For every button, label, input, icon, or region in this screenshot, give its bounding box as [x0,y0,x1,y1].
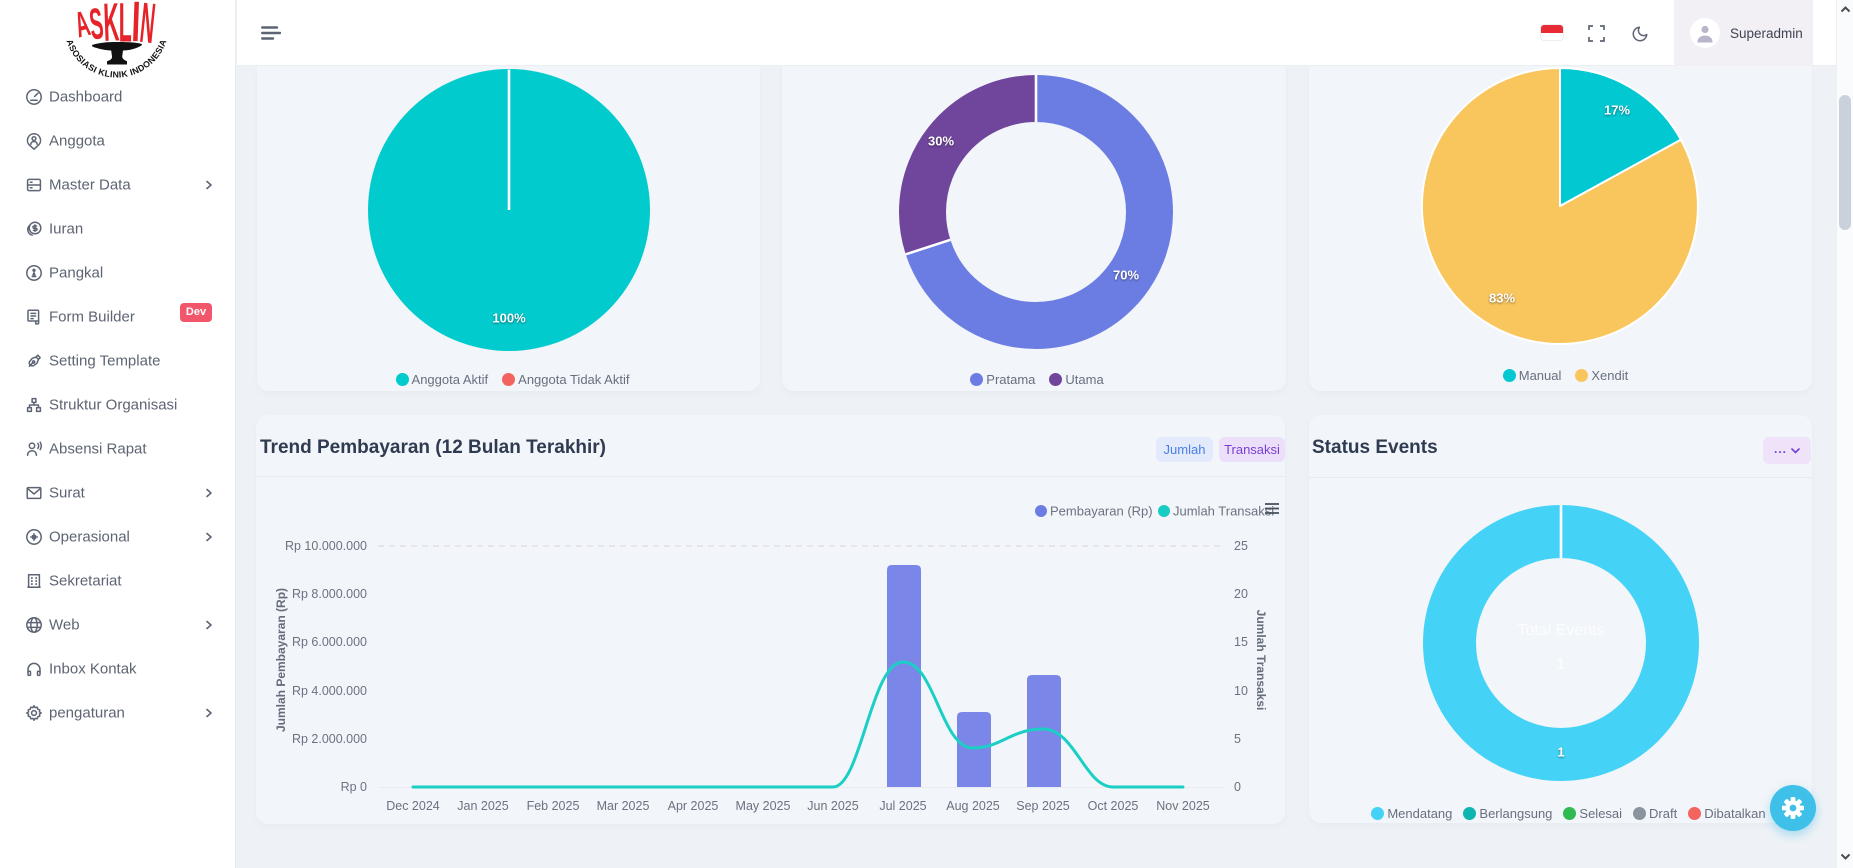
svg-text:Jan 2025: Jan 2025 [457,799,508,813]
svg-text:25: 25 [1234,539,1248,553]
svg-text:Jumlah Transaksi: Jumlah Transaksi [1254,610,1268,711]
svg-text:Oct 2025: Oct 2025 [1088,799,1139,813]
svg-text:Rp 8.000.000: Rp 8.000.000 [292,587,367,601]
svg-text:20: 20 [1234,587,1248,601]
svg-text:May 2025: May 2025 [736,799,791,813]
svg-text:Jul 2025: Jul 2025 [879,799,926,813]
svg-text:Total Events: Total Events [1517,622,1604,639]
svg-text:Rp 4.000.000: Rp 4.000.000 [292,684,367,698]
svg-text:L: L [119,0,132,53]
svg-text:Rp 6.000.000: Rp 6.000.000 [292,635,367,649]
svg-text:Aug 2025: Aug 2025 [946,799,1000,813]
svg-text:I: I [131,0,142,54]
svg-text:Dec 2024: Dec 2024 [386,799,440,813]
svg-text:K: K [102,0,120,53]
svg-text:Rp 2.000.000: Rp 2.000.000 [292,732,367,746]
svg-text:10: 10 [1234,684,1248,698]
svg-text:Mar 2025: Mar 2025 [597,799,650,813]
svg-text:Apr 2025: Apr 2025 [668,799,719,813]
svg-text:Sep 2025: Sep 2025 [1016,799,1070,813]
svg-text:Jun 2025: Jun 2025 [807,799,858,813]
svg-text:15: 15 [1234,635,1248,649]
svg-text:Rp 0: Rp 0 [341,780,367,794]
svg-text:Feb 2025: Feb 2025 [527,799,580,813]
svg-text:Pembayaran (Rp): Pembayaran (Rp) [1050,504,1153,519]
svg-text:Rp 10.000.000: Rp 10.000.000 [285,539,367,553]
svg-text:1: 1 [1557,656,1566,673]
svg-text:Jumlah Transaksi: Jumlah Transaksi [1173,504,1274,519]
svg-text:Nov 2025: Nov 2025 [1156,799,1210,813]
svg-text:Jumlah Pembayaran (Rp): Jumlah Pembayaran (Rp) [274,588,288,732]
svg-text:5: 5 [1234,732,1241,746]
svg-text:S: S [87,0,106,50]
svg-text:0: 0 [1234,780,1241,794]
